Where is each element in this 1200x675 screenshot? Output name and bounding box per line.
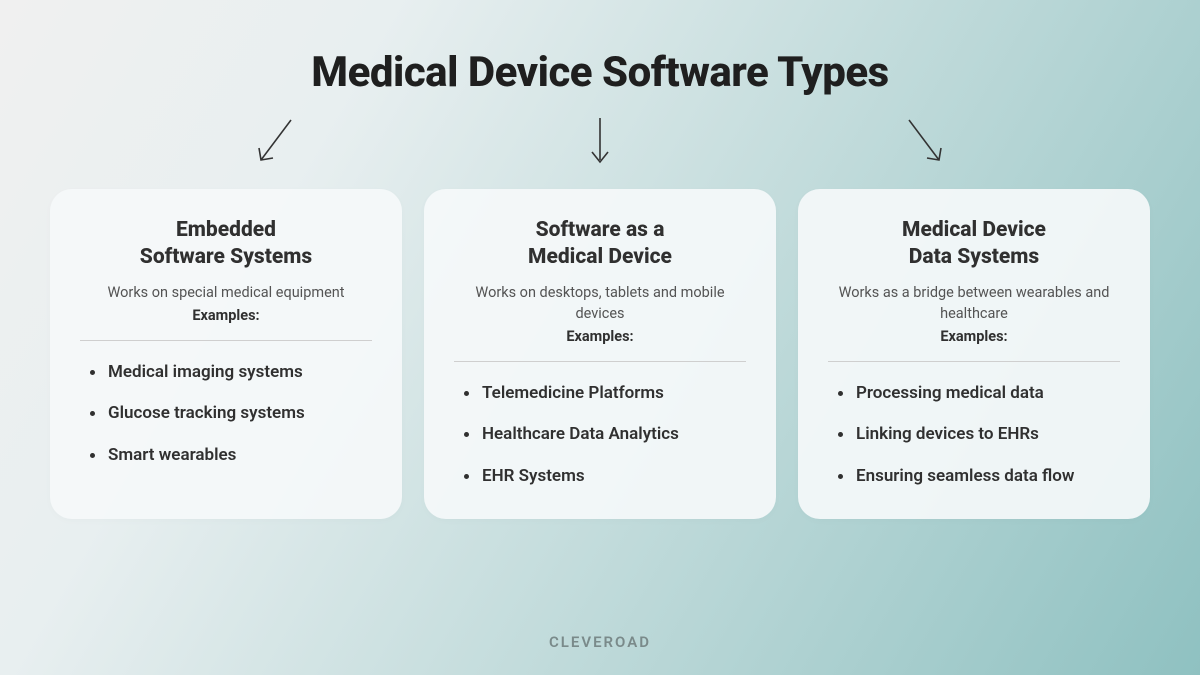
list-item: Glucose tracking systems xyxy=(86,402,372,426)
divider xyxy=(828,361,1120,362)
arrow-down-right-icon xyxy=(895,112,955,172)
list-item: Smart wearables xyxy=(86,444,372,468)
list-item: Healthcare Data Analytics xyxy=(460,423,746,447)
arrow-down-left-icon xyxy=(245,112,305,172)
card-title-line1: Embedded xyxy=(176,218,276,242)
card-title-line1: Software as a xyxy=(536,218,665,242)
list-item: EHR Systems xyxy=(460,465,746,489)
example-list: Medical imaging systems Glucose tracking… xyxy=(80,361,372,468)
divider xyxy=(80,340,372,341)
arrow-row xyxy=(108,107,1092,177)
card-title-line2: Software Systems xyxy=(140,245,312,269)
example-list: Telemedicine Platforms Healthcare Data A… xyxy=(454,382,746,489)
list-item: Telemedicine Platforms xyxy=(460,382,746,406)
list-item: Medical imaging systems xyxy=(86,361,372,385)
card-title: Software as a Medical Device xyxy=(454,217,746,272)
card-desc: Works as a bridge between wearables and … xyxy=(828,282,1120,324)
card-desc: Works on desktops, tablets and mobile de… xyxy=(454,282,746,324)
list-item: Processing medical data xyxy=(834,382,1120,406)
card-title-line2: Data Systems xyxy=(909,245,1039,269)
examples-label: Examples: xyxy=(454,328,746,345)
example-list: Processing medical data Linking devices … xyxy=(828,382,1120,489)
card-embedded: Embedded Software Systems Works on speci… xyxy=(50,189,402,519)
card-samd: Software as a Medical Device Works on de… xyxy=(424,189,776,519)
page-title: Medical Device Software Types xyxy=(48,48,1152,97)
examples-label: Examples: xyxy=(828,328,1120,345)
card-title-line1: Medical Device xyxy=(902,218,1046,242)
card-title: Medical Device Data Systems xyxy=(828,217,1120,272)
examples-label: Examples: xyxy=(80,307,372,324)
brand-label: CLEVEROAD xyxy=(0,633,1200,651)
card-row: Embedded Software Systems Works on speci… xyxy=(48,189,1152,519)
list-item: Ensuring seamless data flow xyxy=(834,465,1120,489)
card-title: Embedded Software Systems xyxy=(80,217,372,272)
list-item: Linking devices to EHRs xyxy=(834,423,1120,447)
arrow-down-icon xyxy=(580,112,620,172)
card-data-systems: Medical Device Data Systems Works as a b… xyxy=(798,189,1150,519)
card-desc: Works on special medical equipment xyxy=(80,282,372,303)
divider xyxy=(454,361,746,362)
card-title-line2: Medical Device xyxy=(528,245,672,269)
